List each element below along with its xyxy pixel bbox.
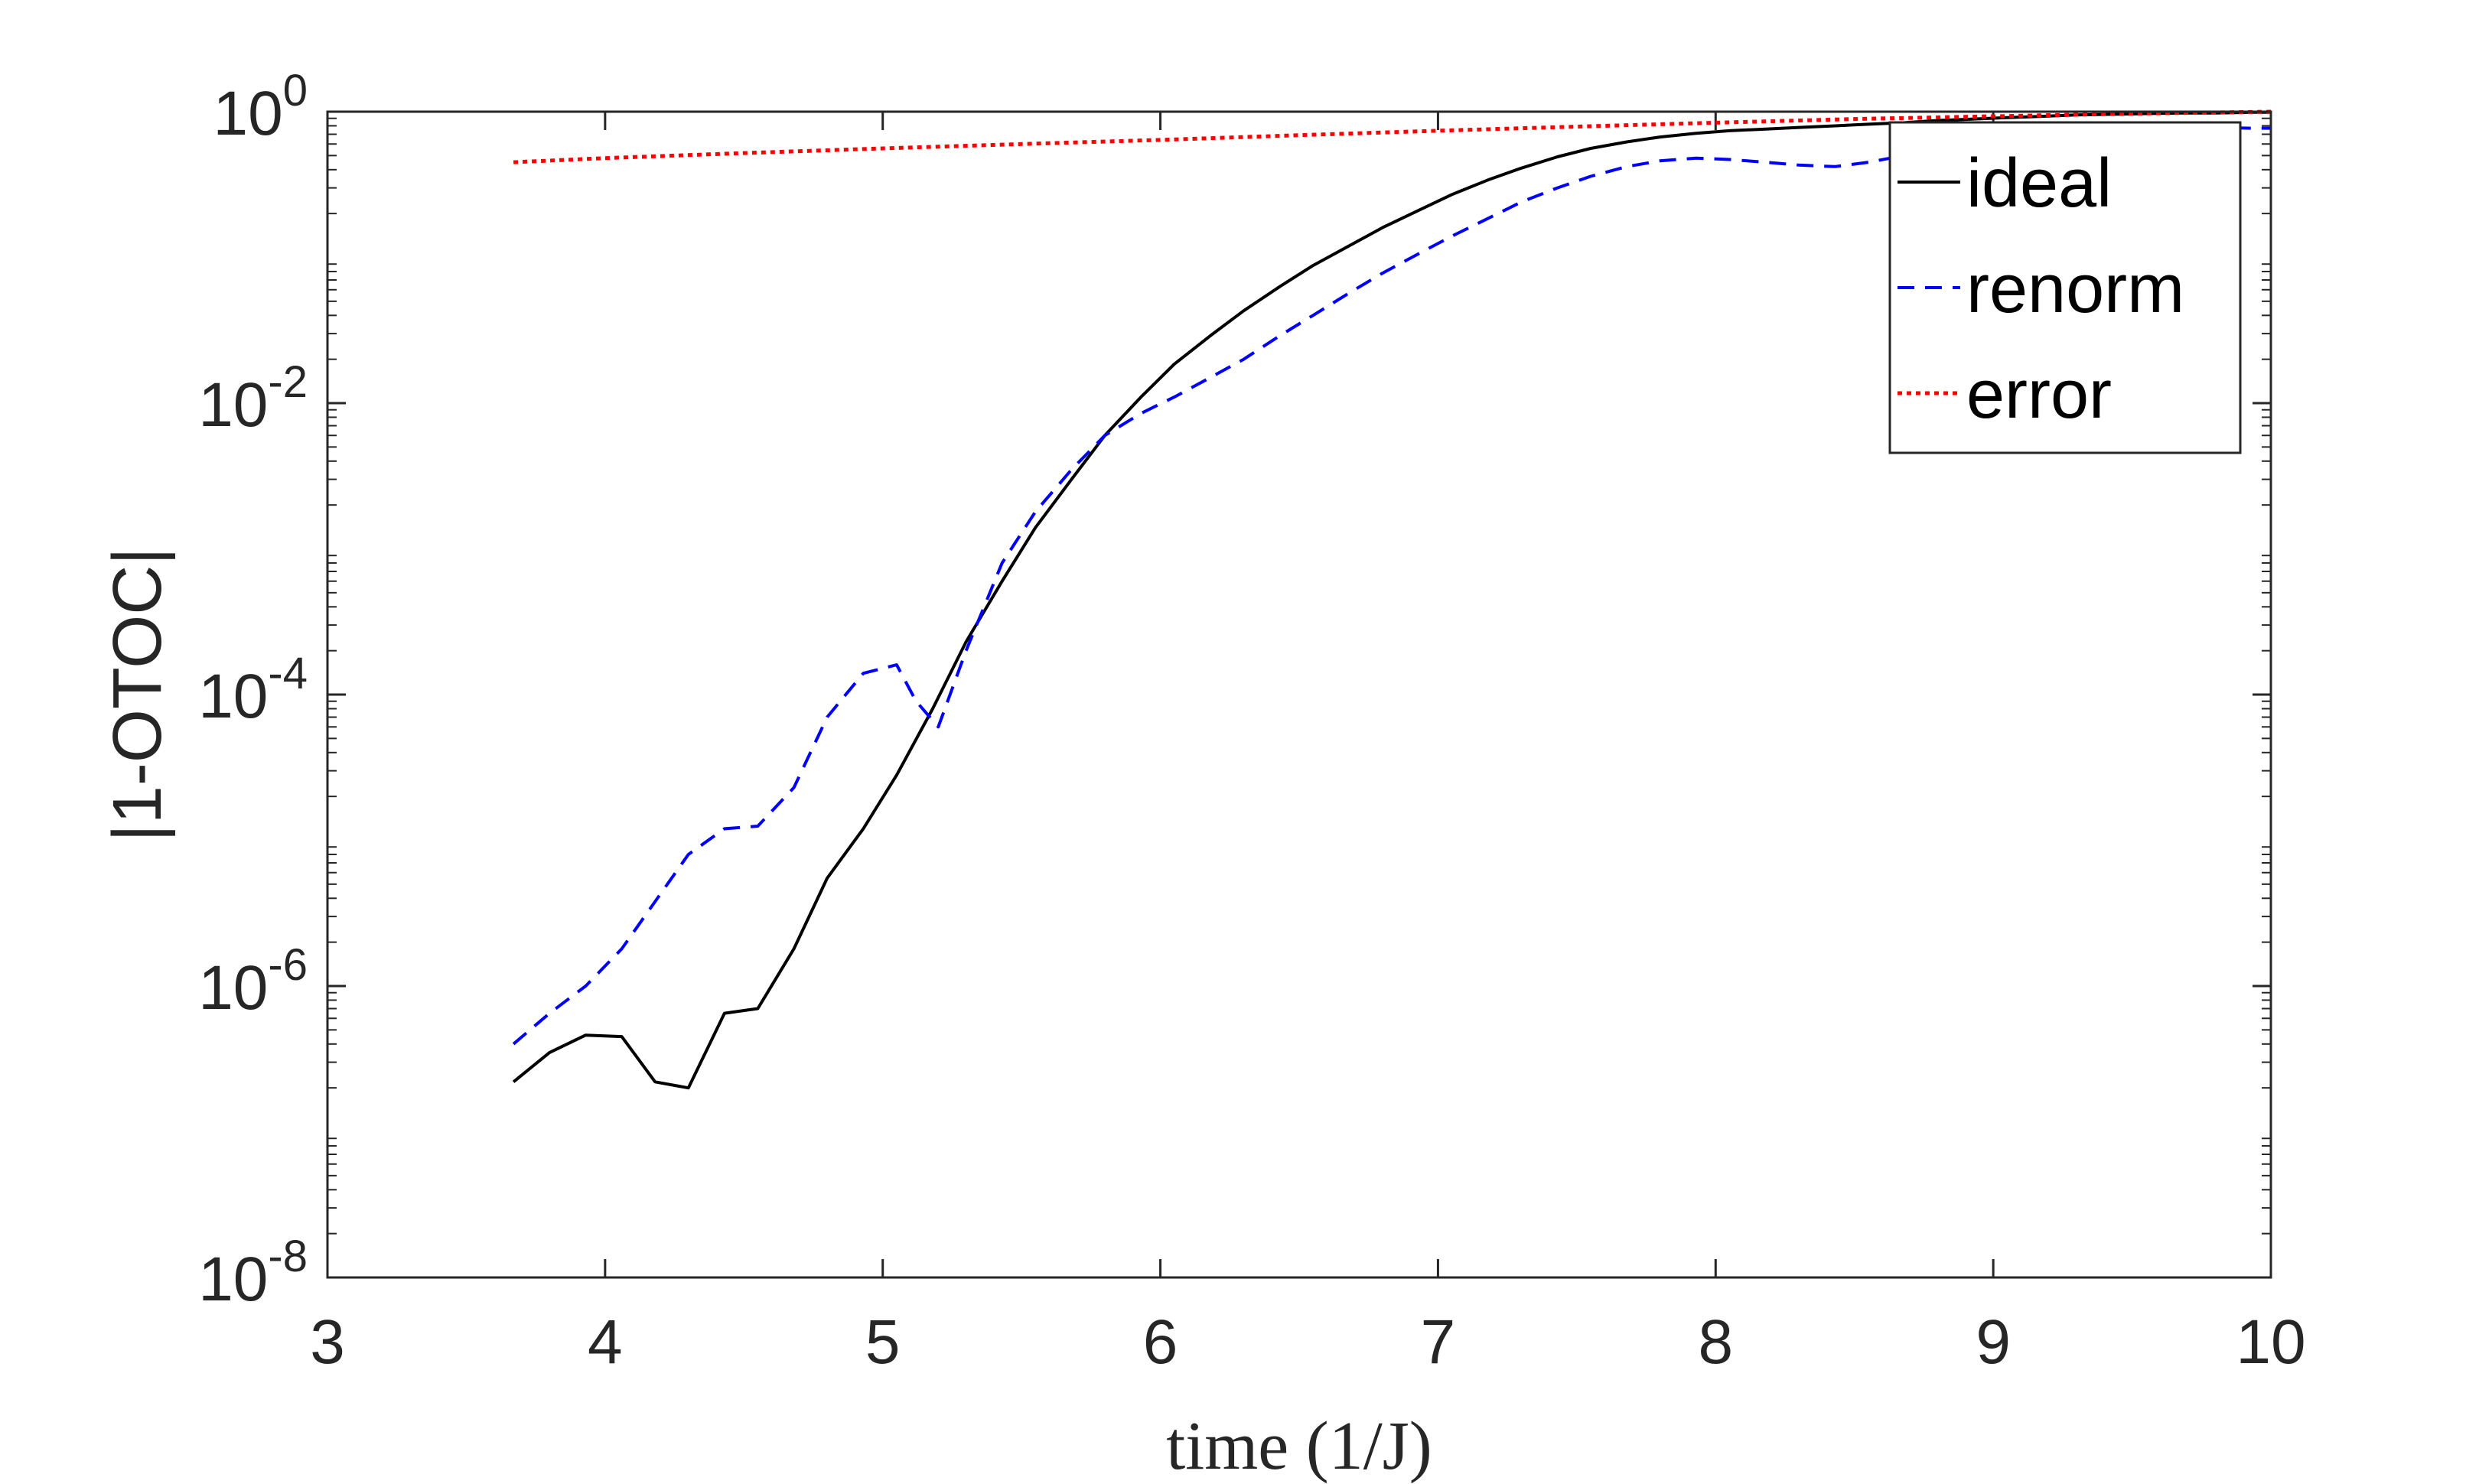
y-minor-ticks — [327, 117, 2271, 1235]
series-line-error — [513, 109, 2272, 164]
y-tick-label: 10-4 — [198, 649, 308, 731]
y-tick-exponent: -6 — [268, 940, 308, 990]
x-tick-label: 4 — [588, 1307, 623, 1377]
y-tick-exponent: -4 — [268, 649, 308, 698]
legend: ideal renorm error — [1888, 121, 2242, 454]
x-axis-label: time (1/J) — [1166, 1408, 1432, 1484]
legend-label-ideal: ideal — [1966, 145, 2112, 222]
y-tick-base: 10 — [198, 953, 268, 1023]
y-tick-label: 10-6 — [198, 940, 308, 1023]
x-tick-label: 6 — [1143, 1307, 1178, 1377]
y-tick-base: 10 — [198, 662, 268, 731]
series-layer — [512, 109, 2272, 1090]
series-line-ideal — [512, 110, 2271, 1090]
y-tick-label: 10-8 — [198, 1232, 308, 1314]
y-tick-label: 100 — [213, 66, 308, 148]
x-tick-label: 5 — [865, 1307, 901, 1377]
x-tick-label: 7 — [1421, 1307, 1456, 1377]
legend-label-error: error — [1966, 356, 2112, 433]
x-tick-label: 8 — [1698, 1307, 1733, 1377]
x-tick-label: 9 — [1976, 1307, 2011, 1377]
y-tick-base: 10 — [213, 79, 283, 148]
y-axis-label: |1-OTOC| — [99, 547, 176, 841]
x-tick-label: 3 — [310, 1307, 345, 1377]
legend-box — [1888, 121, 2242, 454]
y-tick-exponent: -8 — [268, 1232, 308, 1281]
legend-label-renorm: renorm — [1966, 251, 2184, 327]
series-line-renorm — [512, 124, 2271, 1046]
y-tick-exponent: -2 — [268, 357, 308, 407]
y-tick-base: 10 — [198, 370, 268, 440]
y-tick-base: 10 — [198, 1245, 268, 1314]
x-tick-label: 10 — [2236, 1307, 2305, 1377]
y-tick-label: 10-2 — [198, 357, 308, 440]
y-tick-exponent: 0 — [283, 66, 308, 116]
plot-frame — [326, 110, 2272, 1279]
x-ticks: 3 4 5 6 7 8 9 10 — [310, 112, 2306, 1377]
